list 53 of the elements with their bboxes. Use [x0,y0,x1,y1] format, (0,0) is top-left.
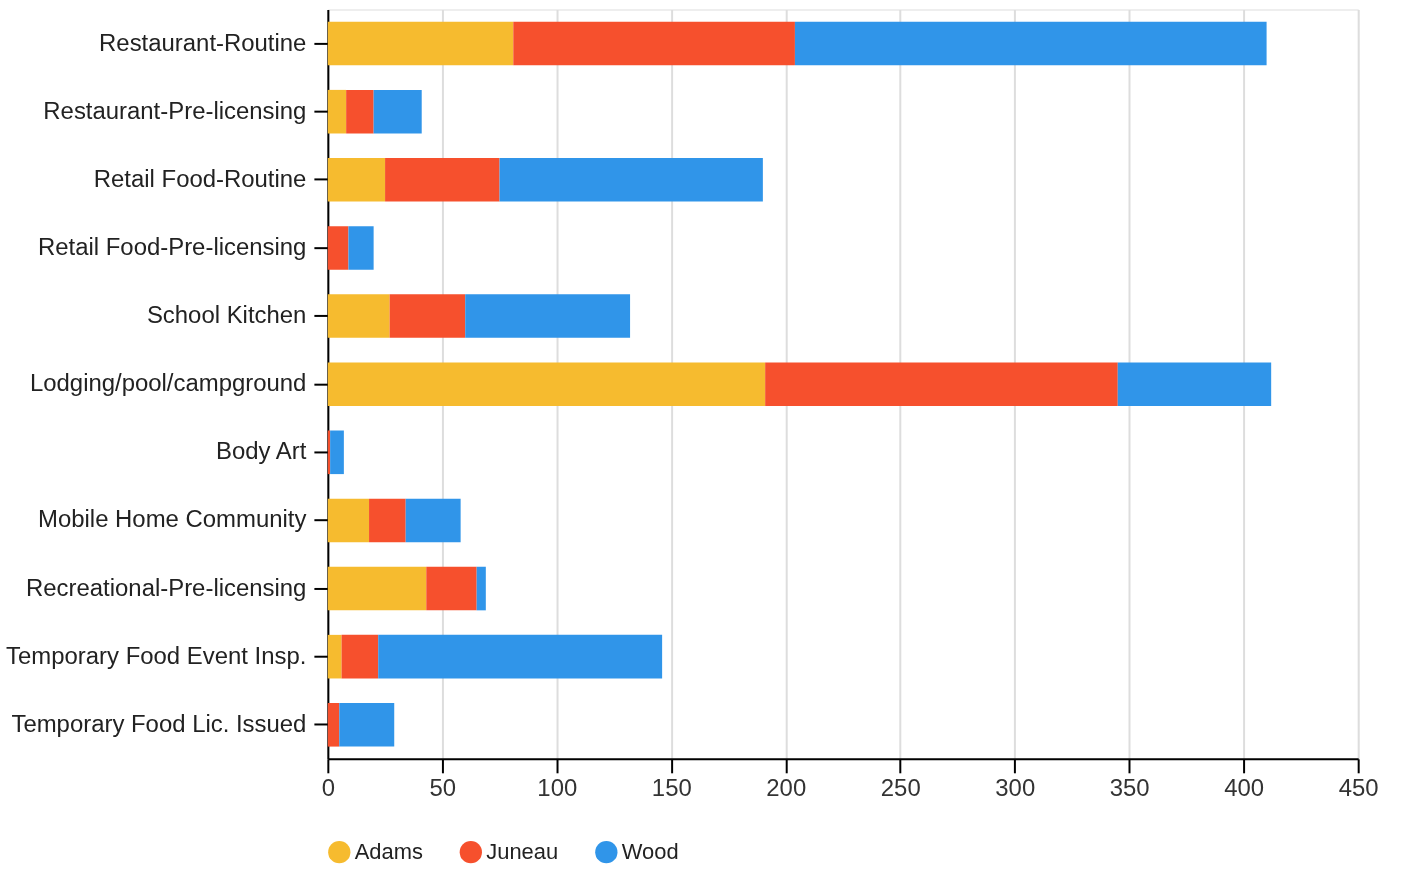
bar [378,634,663,679]
bar [513,21,795,66]
bar [327,362,766,406]
bar [327,498,370,543]
bar [327,566,427,611]
bar [327,294,390,338]
x-tick-label: 450 [1338,774,1379,802]
bar [499,158,763,202]
bar [465,294,631,338]
bar [346,89,374,134]
x-tick-label: 0 [321,774,335,802]
bar [327,158,386,202]
legend-label: Adams [354,839,423,865]
bar [426,566,477,611]
bar [348,226,374,270]
x-tick-label: 400 [1224,774,1265,802]
bar [327,226,349,270]
legend-label: Juneau [486,839,559,865]
bar [327,89,347,134]
bar [339,702,395,747]
bar [373,89,422,134]
bar [765,362,1118,406]
bar [369,498,406,543]
y-tick-label: Temporary Food Lic. Issued [11,709,307,737]
bar [327,702,340,747]
bar [794,21,1267,66]
y-tick-label: Restaurant-Routine [99,28,307,56]
y-tick-label: Mobile Home Community [38,505,307,533]
bar [385,158,500,202]
bar [389,294,466,338]
y-tick-label: Lodging/pool/campground [29,369,307,397]
bar [327,21,514,66]
x-tick-label: 350 [1109,774,1150,802]
bar [327,634,342,679]
bar [1117,362,1272,406]
y-tick-label: Retail Food-Pre-licensing [38,232,307,260]
y-tick-label: Restaurant-Pre-licensing [43,96,307,124]
x-tick-label: 250 [880,774,921,802]
x-tick-label: 300 [995,774,1036,802]
x-tick-label: 50 [429,774,457,802]
y-tick-label: School Kitchen [146,301,307,329]
legend-label: Wood [621,839,679,865]
y-tick-label: Body Art [216,437,307,465]
y-tick-label: Temporary Food Event Insp. [6,641,307,669]
bar [476,566,486,611]
x-tick-label: 200 [766,774,807,802]
x-tick-label: 150 [651,774,692,802]
bar [405,498,461,543]
y-tick-label: Retail Food-Routine [93,164,307,192]
y-tick-label: Recreational-Pre-licensing [26,573,307,601]
x-tick-label: 100 [537,774,578,802]
bar [341,634,379,679]
bar [330,430,344,475]
